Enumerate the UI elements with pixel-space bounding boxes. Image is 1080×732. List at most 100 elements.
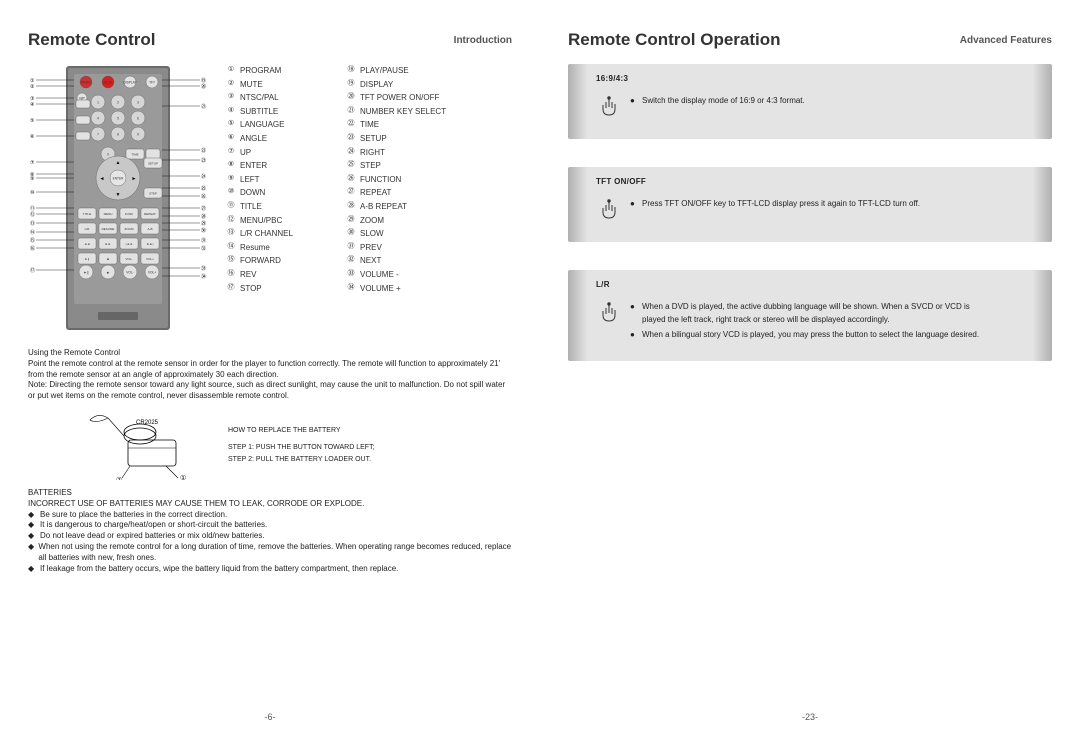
callout-label: NTSC/PAL [240, 91, 279, 105]
callout-row: ㉓SETUP [346, 132, 446, 146]
callout-num: ⑬ [226, 227, 236, 241]
svg-text:VOL-: VOL- [125, 257, 132, 261]
callout-row: ㉚ SLOW [346, 227, 446, 241]
hand-icon [596, 95, 622, 121]
callout-label: STOP [240, 282, 262, 296]
battery-diagram: CR2025 ① ② [88, 410, 208, 480]
callout-num: ⑲ [346, 78, 356, 92]
callout-row: ⑩DOWN [226, 186, 326, 200]
remote-diagram: PROGMUTEDISPLAYTFTN/P1234567890TIMEENTER… [28, 64, 208, 334]
svg-text:①: ① [180, 474, 186, 480]
feature-text: ●When a DVD is played, the active dubbin… [630, 301, 990, 343]
usage-note: Note: Directing the remote sensor toward… [28, 380, 512, 402]
callout-label: LEFT [240, 173, 260, 187]
battery-bullet: ◆When not using the remote control for a… [28, 542, 512, 564]
svg-text:5: 5 [117, 117, 119, 121]
callout-row: ㉕STEP [346, 159, 446, 173]
callout-num: ㉔ [346, 146, 356, 160]
left-page: Remote Control Introduction PROGMUTEDISP… [0, 0, 540, 732]
callout-label: PROGRAM [240, 64, 281, 78]
svg-text:DISPLAY: DISPLAY [123, 81, 137, 85]
callout-label: NUMBER KEY SELECT [360, 105, 446, 119]
callout-num: ⑪ [226, 200, 236, 214]
callout-row: ㉜ NEXT [346, 254, 446, 268]
battery-diagram-row: CR2025 ① ② HOW TO REPLACE THE BATTERY ST… [88, 410, 512, 480]
callout-num: ㉞ [346, 282, 356, 296]
callout-num: ㉚ [346, 227, 356, 241]
svg-text:TIME: TIME [131, 153, 138, 157]
callout-num: ⑯ [226, 268, 236, 282]
feature-title: 16:9/4:3 [596, 74, 1030, 83]
callout-row: ⑤ LANGUAGE [226, 118, 326, 132]
callout-num: ⑱ [346, 64, 356, 78]
battery-bullet: ◆Be sure to place the batteries in the c… [28, 510, 512, 521]
callout-row: ⑱ PLAY/PAUSE [346, 64, 446, 78]
callout-row: ⑰STOP [226, 282, 326, 296]
callout-num: ㉘ [346, 200, 356, 214]
callout-label: ANGLE [240, 132, 267, 146]
callout-num: ⑥ [226, 132, 236, 146]
svg-text:◄: ◄ [100, 176, 105, 182]
callout-row: ⑥ ANGLE [226, 132, 326, 146]
callout-num: ㉗ [346, 186, 356, 200]
svg-text:►►|: ►►| [147, 242, 154, 246]
battery-bullet: ◆It is dangerous to charge/heat/open or … [28, 520, 512, 531]
svg-text:SETUP: SETUP [148, 162, 158, 166]
callout-list: ①PROGRAM②MUTE③NTSC/PAL④SUBTITLE⑤LANGUAGE… [226, 64, 446, 295]
svg-text:⑫: ⑫ [30, 211, 35, 218]
svg-text:⑮: ⑮ [30, 237, 35, 244]
batt-step2: STEP 2: PULL THE BATTERY LOADER OUT. [228, 454, 375, 465]
callout-label: STEP [360, 159, 381, 173]
page-title: Remote Control Operation [568, 30, 781, 50]
svg-text:4: 4 [97, 117, 99, 121]
feature-title: TFT ON/OFF [596, 177, 1030, 186]
svg-text:MENU: MENU [104, 212, 113, 216]
callout-label: SLOW [360, 227, 384, 241]
callout-num: ⑤ [226, 118, 236, 132]
svg-text:ZOOM: ZOOM [125, 227, 134, 231]
svg-text:㉙: ㉙ [201, 220, 206, 227]
page-tab: Introduction [454, 35, 512, 46]
svg-text:►||: ►|| [84, 271, 89, 275]
svg-text:⑯: ⑯ [30, 245, 35, 252]
feature-box: 16:9/4:3●Switch the display mode of 16:9… [568, 64, 1052, 139]
callout-label: L/R CHANNEL [240, 227, 293, 241]
callout-label: RIGHT [360, 146, 385, 160]
callout-label: NEXT [360, 254, 381, 268]
callout-row: ㉘A-B REPEAT [346, 200, 446, 214]
callout-num: ⑦ [226, 146, 236, 160]
page-number: -23- [540, 712, 1080, 722]
callout-label: PLAY/PAUSE [360, 64, 409, 78]
usage-title: Using the Remote Control [28, 348, 512, 359]
callout-label: UP [240, 146, 251, 160]
svg-text:8: 8 [117, 133, 119, 137]
callout-num: ㉖ [346, 173, 356, 187]
battery-notes: BATTERIES INCORRECT USE OF BATTERIES MAY… [28, 488, 512, 574]
batt-warn: INCORRECT USE OF BATTERIES MAY CAUSE THE… [28, 499, 512, 510]
battery-bullet: ◆If leakage from the battery occurs, wip… [28, 564, 512, 575]
svg-text:■: ■ [107, 257, 109, 261]
svg-text:㉖: ㉖ [201, 193, 206, 200]
callout-num: ① [226, 64, 236, 78]
batt-step1: STEP 1: PUSH THE BUTTON TOWARD LEFT; [228, 442, 375, 453]
callout-label: Resume [240, 241, 270, 255]
callout-row: ⑨LEFT [226, 173, 326, 187]
callout-label: PREV [360, 241, 382, 255]
svg-text:⑩: ⑩ [30, 190, 35, 196]
right-page: Remote Control Operation Advanced Featur… [540, 0, 1080, 732]
hand-icon [596, 301, 622, 327]
callout-row: ① PROGRAM [226, 64, 326, 78]
feature-text: ●Press TFT ON/OFF key to TFT-LCD display… [630, 198, 990, 213]
callout-row: ㉝VOLUME - [346, 268, 446, 282]
svg-text:④: ④ [30, 102, 35, 108]
callout-label: LANGUAGE [240, 118, 284, 132]
callout-num: ㉜ [346, 254, 356, 268]
svg-text:L/R: L/R [85, 227, 91, 231]
callout-row: ⑧ENTER [226, 159, 326, 173]
callout-num: ㉙ [346, 214, 356, 228]
callout-row: ㉔ RIGHT [346, 146, 446, 160]
svg-text:6: 6 [137, 117, 139, 121]
callout-num: ㉛ [346, 241, 356, 255]
callout-label: ZOOM [360, 214, 384, 228]
callout-label: DISPLAY [360, 78, 393, 92]
